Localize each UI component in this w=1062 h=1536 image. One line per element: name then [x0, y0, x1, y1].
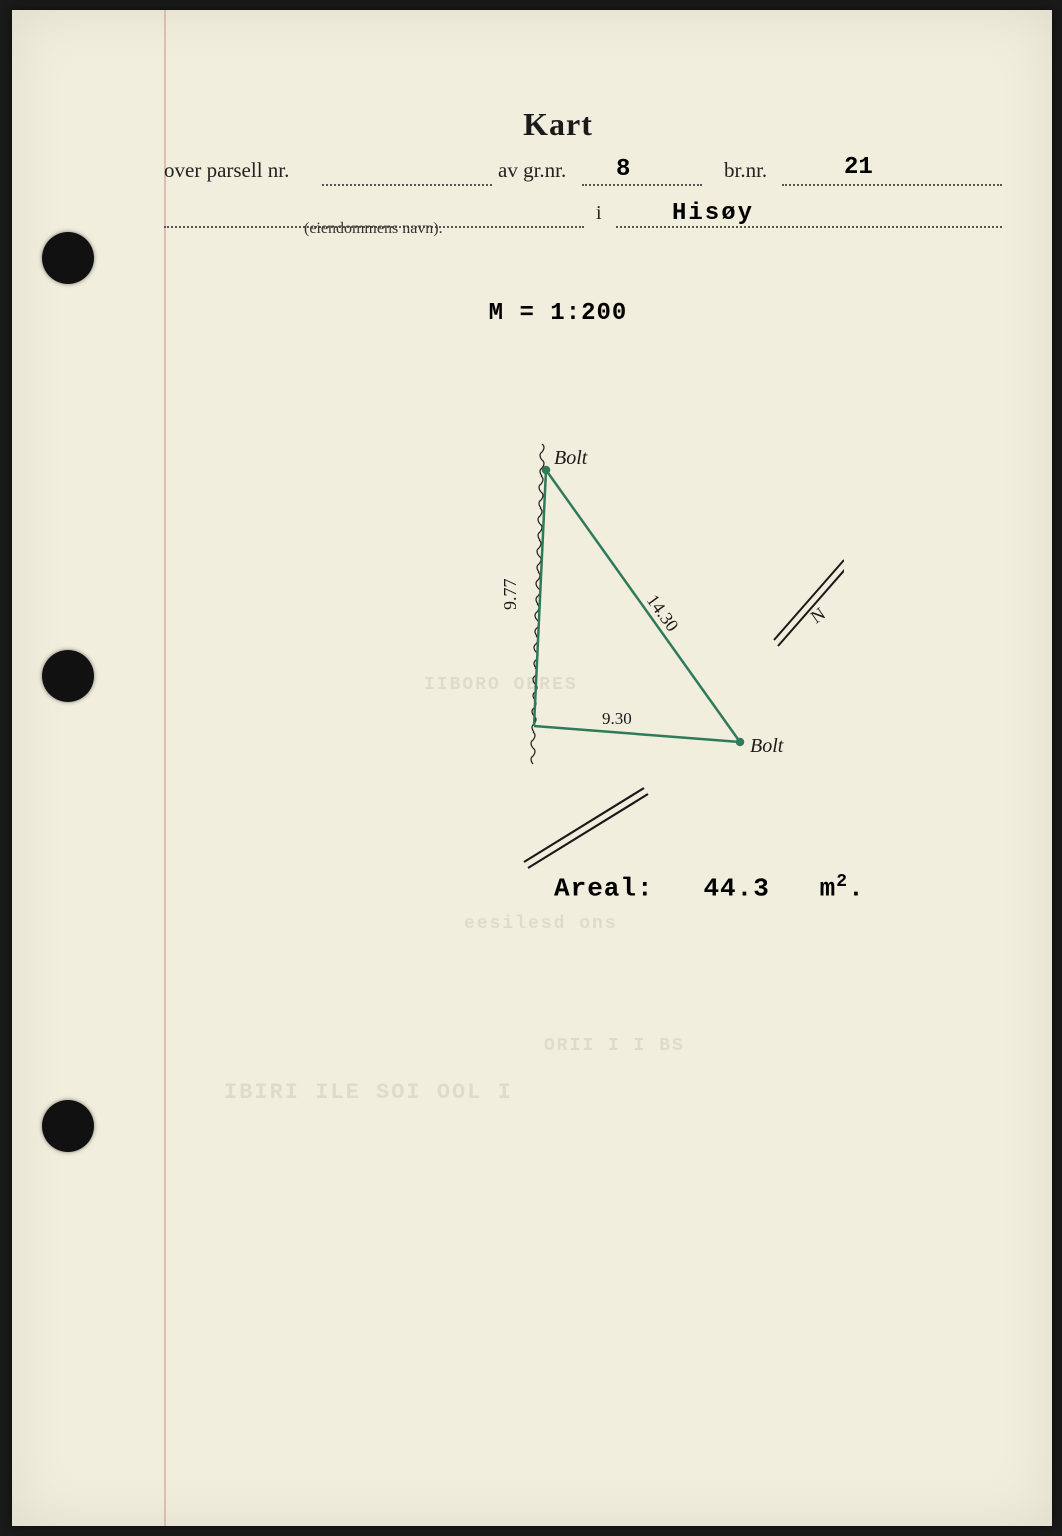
brnr-label: br.nr.: [724, 158, 767, 183]
chain-boundary: [531, 444, 544, 764]
survey-svg: 9.77 14.30 9.30 Bolt Bolt N: [284, 410, 844, 870]
scale-equals: =: [519, 300, 534, 327]
page-title: Kart: [164, 106, 952, 143]
edge-labels: 9.77 14.30 9.30: [500, 579, 683, 729]
areal-line: Areal: 44.3 m2.: [554, 872, 865, 904]
bleedthrough-text: ORII I I BS: [544, 1036, 685, 1056]
page-content: Kart over parsell nr. av gr.nr. 8 br.nr.…: [164, 10, 1012, 1526]
scale-line: M = 1:200: [164, 300, 952, 327]
dotted-rule: [582, 184, 702, 186]
areal-label: Areal:: [554, 874, 654, 904]
i-label: i: [596, 202, 602, 225]
hatch-mark-icon: [524, 788, 648, 868]
grnr-label: av gr.nr.: [498, 158, 566, 183]
punch-hole-icon: [42, 232, 94, 284]
brnr-value: 21: [844, 154, 873, 181]
punch-hole-icon: [42, 1100, 94, 1152]
name-sublabel: (eiendommens navn).: [304, 220, 443, 238]
scale-prefix: M: [489, 300, 504, 327]
punch-hole-icon: [42, 650, 94, 702]
edge-bottom-label: 9.30: [602, 709, 632, 728]
grnr-value: 8: [616, 156, 630, 183]
areal-unit: m: [820, 874, 837, 904]
areal-exponent: 2: [836, 872, 848, 892]
vertex-top-label: Bolt: [554, 447, 588, 469]
scale-value: 1:200: [550, 300, 627, 327]
form-line-1: over parsell nr. av gr.nr. 8 br.nr. 21: [164, 158, 1002, 188]
areal-trailing: .: [848, 874, 865, 904]
scanned-page: Kart over parsell nr. av gr.nr. 8 br.nr.…: [12, 10, 1052, 1526]
areal-value: 44.3: [703, 874, 769, 904]
bleedthrough-text: IIBORO OBRES: [424, 675, 578, 695]
dotted-rule: [782, 184, 1002, 186]
dotted-rule: [322, 184, 492, 186]
survey-diagram: 9.77 14.30 9.30 Bolt Bolt N: [284, 410, 844, 870]
triangle: [534, 467, 743, 745]
bleedthrough-text: IBIRI ILE SOI OOL I: [224, 1080, 513, 1105]
parsell-label: over parsell nr.: [164, 158, 289, 183]
form-line-2: (eiendommens navn). i Hisøy: [164, 206, 1002, 240]
vertex-labels: Bolt Bolt: [554, 447, 784, 757]
location-value: Hisøy: [672, 200, 754, 227]
vertex-right-label: Bolt: [750, 735, 784, 757]
edge-left-label: 9.77: [500, 579, 520, 611]
bleedthrough-text: eesilesd ons: [464, 914, 618, 934]
north-arrow-icon: N: [774, 560, 844, 646]
north-label: N: [807, 603, 829, 627]
